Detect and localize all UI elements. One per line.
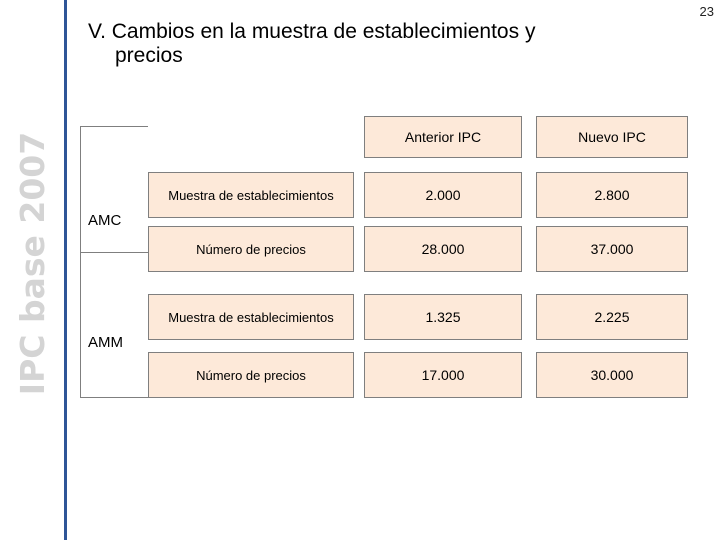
- cell-nuevo: 30.000: [536, 352, 688, 398]
- side-title: IPC base 2007: [4, 131, 62, 394]
- cell-anterior: 17.000: [364, 352, 522, 398]
- row-label: Número de precios: [148, 226, 354, 272]
- row-label: Muestra de establecimientos: [148, 294, 354, 340]
- column-header-anterior: Anterior IPC: [364, 116, 522, 158]
- side-title-text: IPC base 2007: [13, 131, 53, 395]
- column-header-nuevo: Nuevo IPC: [536, 116, 688, 158]
- accent-divider: [64, 0, 67, 540]
- cell-anterior: 28.000: [364, 226, 522, 272]
- page-title: V. Cambios en la muestra de establecimie…: [88, 20, 668, 68]
- page-title-line2: precios: [115, 44, 183, 67]
- group-label-amc: AMC: [88, 212, 122, 229]
- group-bracket-amm: [80, 252, 148, 398]
- cell-anterior: 1.325: [364, 294, 522, 340]
- group-bracket-amc: [80, 126, 148, 272]
- row-label: Número de precios: [148, 352, 354, 398]
- page-number: 23: [699, 4, 714, 19]
- row-label: Muestra de establecimientos: [148, 172, 354, 218]
- group-label-amm: AMM: [88, 334, 123, 351]
- cell-nuevo: 37.000: [536, 226, 688, 272]
- cell-anterior: 2.000: [364, 172, 522, 218]
- cell-nuevo: 2.225: [536, 294, 688, 340]
- cell-nuevo: 2.800: [536, 172, 688, 218]
- page-title-line1: V. Cambios en la muestra de establecimie…: [88, 20, 536, 43]
